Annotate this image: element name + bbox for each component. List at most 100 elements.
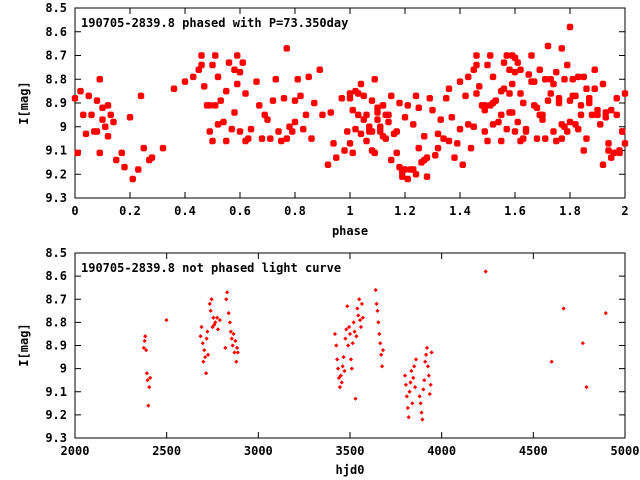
data-point xyxy=(335,366,341,371)
data-point xyxy=(456,125,464,133)
data-point xyxy=(550,80,557,88)
data-point xyxy=(500,85,508,92)
data-point xyxy=(330,140,337,147)
data-point xyxy=(476,83,483,90)
data-point xyxy=(199,324,204,330)
y-tick-label: 8.7 xyxy=(45,292,67,306)
data-point xyxy=(429,350,434,355)
data-point xyxy=(517,66,524,73)
data-point xyxy=(412,171,420,178)
data-point xyxy=(327,109,334,116)
data-point xyxy=(198,52,205,59)
data-point xyxy=(536,66,543,73)
data-point xyxy=(517,90,524,97)
data-point xyxy=(422,378,427,383)
data-point xyxy=(235,350,240,355)
data-point xyxy=(564,61,571,69)
data-point xyxy=(411,375,416,380)
data-point xyxy=(413,357,419,362)
data-point xyxy=(357,130,365,138)
data-point xyxy=(415,144,422,152)
x-tick-label: 3000 xyxy=(244,444,273,458)
data-point xyxy=(85,92,92,100)
data-point xyxy=(506,66,513,73)
y-tick-label: 9.2 xyxy=(45,167,67,181)
data-point xyxy=(393,149,400,157)
data-point xyxy=(226,311,231,316)
phased-light-curve-panel: 0 0.2 0.4 0.6 0.8 1 1.2 1.4 1.6 1.8 2 8.5 8.6 8.7 8.8 8… xyxy=(17,1,629,238)
data-point xyxy=(360,116,367,123)
data-point xyxy=(484,61,491,69)
data-point xyxy=(337,385,343,390)
data-point xyxy=(82,130,90,138)
data-point xyxy=(385,111,392,119)
data-point xyxy=(407,166,414,173)
data-point xyxy=(239,59,246,66)
data-point xyxy=(311,99,318,107)
y-tick-label: 9.1 xyxy=(45,144,67,158)
data-point xyxy=(550,128,557,135)
data-point xyxy=(514,118,521,126)
data-point xyxy=(539,111,546,119)
data-point xyxy=(483,269,488,274)
data-point xyxy=(148,375,153,380)
data-point xyxy=(366,123,373,130)
data-point xyxy=(599,80,607,88)
data-point xyxy=(283,135,290,142)
data-point xyxy=(203,354,208,360)
data-point xyxy=(338,373,343,378)
data-point xyxy=(378,341,383,346)
x-tick-label: 0.4 xyxy=(174,204,196,218)
data-point xyxy=(423,154,431,161)
data-point xyxy=(403,382,409,387)
data-point xyxy=(511,54,519,62)
data-point xyxy=(190,73,197,81)
data-point xyxy=(253,78,260,85)
data-point xyxy=(352,125,359,133)
data-point xyxy=(405,405,410,411)
data-point xyxy=(544,97,552,104)
data-point xyxy=(305,73,312,81)
chart-title: 190705-2839.8 not phased light curve xyxy=(81,261,341,275)
data-point xyxy=(229,336,234,341)
data-point xyxy=(236,68,244,76)
data-point xyxy=(198,61,205,69)
data-point xyxy=(159,144,167,152)
data-point xyxy=(544,42,552,50)
data-point xyxy=(355,306,360,311)
data-point xyxy=(597,121,604,128)
data-point xyxy=(456,78,464,85)
data-point xyxy=(353,396,358,401)
data-point xyxy=(340,364,345,369)
data-point xyxy=(424,345,430,350)
data-point xyxy=(423,359,428,364)
data-point xyxy=(374,301,379,306)
data-point xyxy=(603,311,608,316)
data-point xyxy=(345,304,350,309)
data-point xyxy=(349,106,356,114)
data-point xyxy=(350,341,355,346)
data-point xyxy=(434,144,442,152)
data-point xyxy=(236,128,244,135)
data-point xyxy=(418,159,425,166)
data-point xyxy=(388,92,395,100)
data-point xyxy=(473,61,480,69)
data-point xyxy=(368,97,376,104)
data-point xyxy=(80,111,87,119)
data-point xyxy=(142,338,147,343)
data-point xyxy=(227,320,233,325)
data-point xyxy=(71,95,79,102)
x-tick-label: 0 xyxy=(71,204,78,218)
data-point xyxy=(208,308,213,313)
x-tick-label: 0.6 xyxy=(229,204,251,218)
data-point xyxy=(297,92,304,100)
data-point xyxy=(445,85,453,92)
data-point xyxy=(542,135,549,142)
data-point xyxy=(319,111,326,119)
data-point xyxy=(402,373,408,378)
data-point xyxy=(410,121,417,128)
x-tick-label: 1.4 xyxy=(449,204,471,218)
x-tick-label: 1 xyxy=(346,204,353,218)
data-point xyxy=(437,116,444,123)
data-point xyxy=(198,334,203,339)
